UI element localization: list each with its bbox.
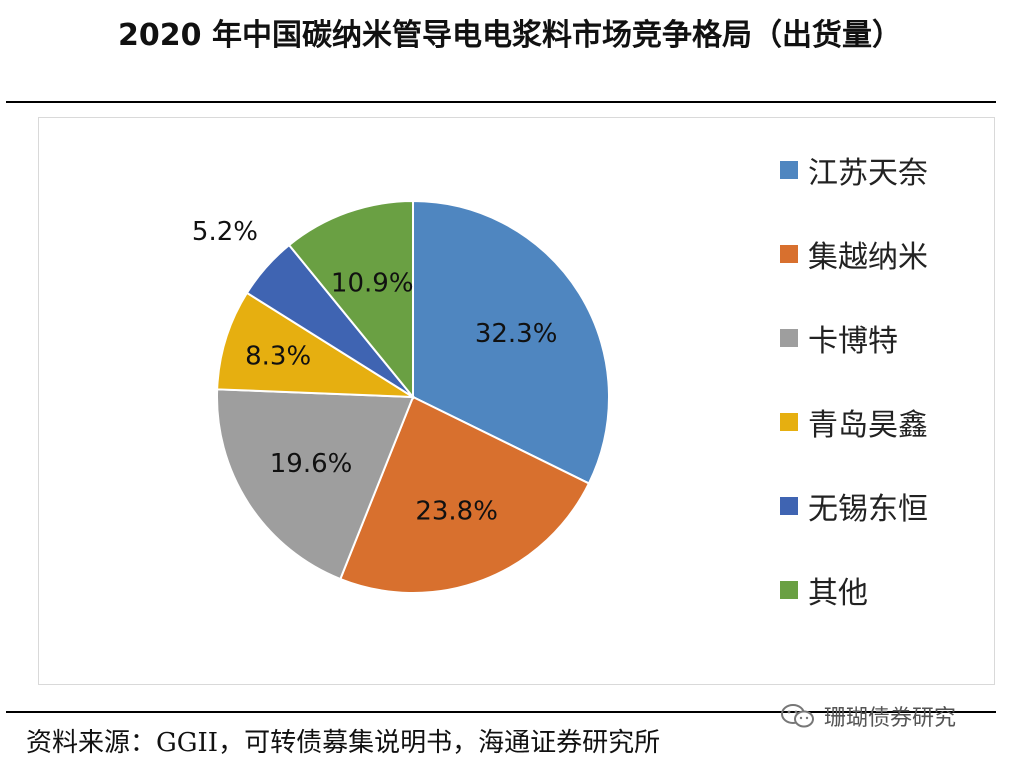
legend-label: 江苏天奈 — [808, 156, 928, 191]
chart-title: 2020 年中国碳纳米管导电电浆料市场竞争格局（出货量） — [118, 18, 902, 53]
pie-slice-1 — [412, 199, 610, 485]
legend-item-1: 江苏天奈 — [780, 150, 928, 191]
pie-value-label-3: 19.6% — [270, 449, 353, 479]
pie-slices — [216, 199, 610, 594]
pie-value-label-4: 8.3% — [245, 341, 311, 371]
top-divider — [6, 101, 996, 103]
pie-slice-4 — [216, 291, 417, 399]
pie-value-labels: 32.3% 23.8% 19.6% 8.3% 5.2% 10.9% — [192, 217, 558, 526]
legend-item-5: 无锡东恒 — [780, 486, 928, 527]
legend-label: 其他 — [808, 576, 868, 611]
pie-value-label-6: 10.9% — [331, 269, 414, 299]
pie-slice-3 — [216, 388, 415, 581]
source-note: 资料来源：GGII，可转债募集说明书，海通证券研究所 — [26, 728, 661, 758]
pie-slice-6 — [287, 199, 414, 400]
legend-item-4: 青岛昊鑫 — [780, 402, 928, 443]
legend-swatch — [780, 581, 798, 599]
pie-value-label-5: 5.2% — [192, 217, 258, 247]
legend-label: 卡博特 — [808, 324, 898, 359]
watermark-text: 珊瑚债券研究 — [824, 706, 957, 731]
pie-value-label-2: 23.8% — [415, 496, 498, 526]
legend-item-3: 卡博特 — [780, 318, 898, 359]
legend-label: 青岛昊鑫 — [808, 408, 928, 443]
pie-value-label-1: 32.3% — [475, 319, 558, 349]
legend-swatch — [780, 497, 798, 515]
legend-label: 集越纳米 — [808, 240, 928, 275]
legend-item-6: 其他 — [780, 570, 868, 611]
legend-swatch — [780, 413, 798, 431]
bottom-divider — [6, 711, 996, 713]
legend-swatch — [780, 245, 798, 263]
legend-swatch — [780, 161, 798, 179]
watermark: 珊瑚债券研究 — [780, 700, 956, 732]
pie-slice-2 — [339, 395, 591, 594]
legend-item-2: 集越纳米 — [780, 234, 928, 275]
wechat-icon — [781, 704, 814, 728]
legend-label: 无锡东恒 — [808, 492, 928, 527]
legend-swatch — [780, 329, 798, 347]
